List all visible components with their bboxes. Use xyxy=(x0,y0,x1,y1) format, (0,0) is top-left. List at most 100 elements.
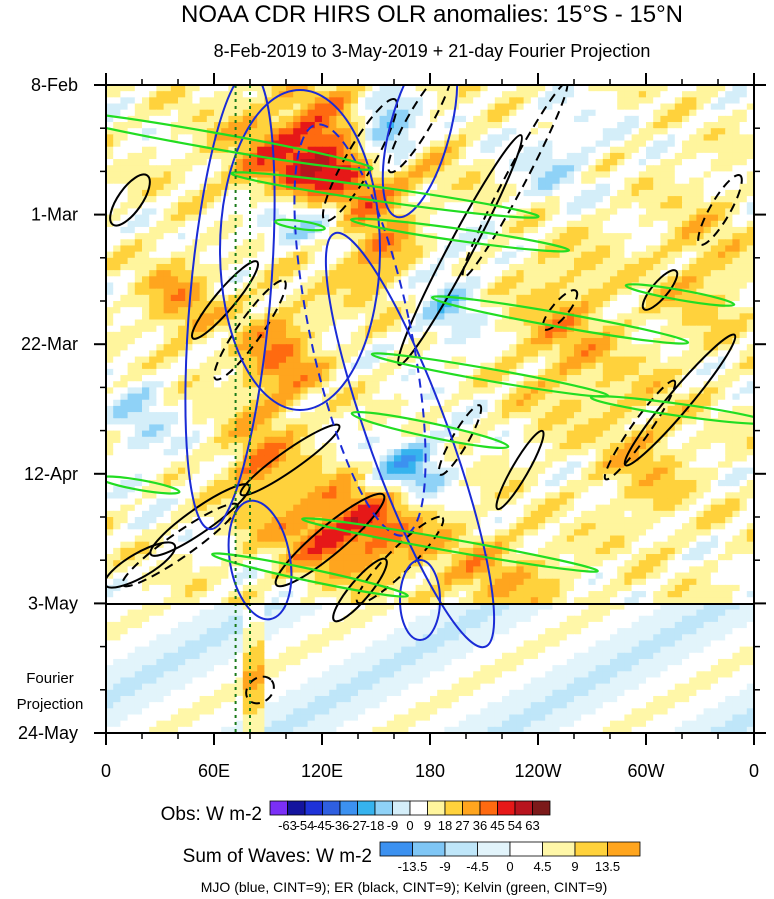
anomaly-cell xyxy=(343,319,352,327)
anomaly-cell xyxy=(185,202,193,210)
anomaly-cell xyxy=(581,140,589,148)
anomaly-cell xyxy=(509,146,517,154)
anomaly-cell xyxy=(487,270,496,277)
anomaly-cell xyxy=(494,344,503,351)
anomaly-cell xyxy=(595,189,604,197)
anomaly-cell xyxy=(617,214,625,222)
anomaly-cell xyxy=(689,202,697,210)
anomaly-cell xyxy=(523,338,532,345)
anomaly-cell xyxy=(718,128,726,135)
anomaly-cell xyxy=(430,344,438,351)
anomaly-cell xyxy=(437,344,445,351)
anomaly-cell xyxy=(538,189,546,197)
anomaly-cell xyxy=(300,165,309,172)
anomaly-cell xyxy=(430,239,438,247)
anomaly-cell xyxy=(293,189,301,197)
anomaly-cell xyxy=(120,263,129,271)
anomaly-cell xyxy=(422,350,431,358)
anomaly-cell xyxy=(314,375,323,382)
anomaly-cell xyxy=(314,122,323,129)
anomaly-cell xyxy=(653,103,661,111)
anomaly-cell xyxy=(437,140,445,148)
anomaly-cell xyxy=(192,405,201,413)
anomaly-cell xyxy=(242,276,251,284)
anomaly-cell xyxy=(653,368,661,376)
anomaly-cell xyxy=(134,319,143,327)
anomaly-cell xyxy=(631,418,640,426)
anomaly-cell xyxy=(574,412,582,419)
anomaly-cell xyxy=(156,189,165,197)
anomaly-cell xyxy=(401,146,409,154)
anomaly-cell xyxy=(703,103,712,111)
anomaly-cell xyxy=(307,202,316,210)
anomaly-cell xyxy=(638,202,647,210)
anomaly-cell xyxy=(178,331,186,339)
anomaly-cell xyxy=(206,140,215,148)
anomaly-cell xyxy=(358,270,366,277)
anomaly-cell xyxy=(415,375,424,382)
anomaly-cell xyxy=(401,307,409,314)
anomaly-cell xyxy=(430,325,438,333)
anomaly-cell xyxy=(192,226,201,234)
anomaly-cell xyxy=(329,276,337,284)
anomaly-cell xyxy=(581,282,589,290)
anomaly-cell xyxy=(689,97,697,105)
anomaly-cell xyxy=(278,183,287,191)
anomaly-cell xyxy=(221,177,229,185)
anomaly-cell xyxy=(178,393,186,401)
anomaly-cell xyxy=(185,128,193,135)
anomaly-cell xyxy=(170,276,179,284)
anomaly-cell xyxy=(422,196,431,203)
anomaly-cell xyxy=(473,412,481,419)
anomaly-cell xyxy=(358,387,366,395)
anomaly-cell xyxy=(199,270,208,277)
anomaly-cell xyxy=(170,115,179,123)
anomaly-cell xyxy=(602,418,611,426)
anomaly-cell xyxy=(574,301,582,308)
anomaly-cell xyxy=(682,103,690,111)
anomaly-cell xyxy=(674,325,683,333)
anomaly-cell xyxy=(710,257,719,265)
anomaly-cell xyxy=(480,257,489,265)
anomaly-cell xyxy=(314,103,323,111)
anomaly-cell xyxy=(192,202,201,210)
anomaly-cell xyxy=(120,412,129,419)
anomaly-cell xyxy=(264,159,273,166)
anomaly-cell xyxy=(314,270,323,277)
anomaly-cell xyxy=(365,313,373,321)
anomaly-cell xyxy=(710,307,719,314)
anomaly-cell xyxy=(696,257,705,265)
anomaly-cell xyxy=(286,245,294,253)
anomaly-cell xyxy=(538,146,546,154)
anomaly-cell xyxy=(257,171,265,179)
anomaly-cell xyxy=(545,146,553,154)
anomaly-cell xyxy=(185,393,193,401)
anomaly-cell xyxy=(502,288,510,296)
anomaly-cell xyxy=(113,270,121,277)
anomaly-cell xyxy=(624,418,633,426)
anomaly-cell xyxy=(307,103,316,111)
anomaly-cell xyxy=(422,202,431,210)
anomaly-cell xyxy=(170,270,179,277)
anomaly-cell xyxy=(710,319,719,327)
anomaly-cell xyxy=(372,393,381,401)
anomaly-cell xyxy=(473,251,481,259)
anomaly-cell xyxy=(329,375,337,382)
anomaly-cell xyxy=(502,159,510,166)
anomaly-cell xyxy=(178,282,186,290)
anomaly-cell xyxy=(307,177,316,185)
anomaly-cell xyxy=(250,276,258,284)
anomaly-cell xyxy=(322,134,330,142)
anomaly-cell xyxy=(343,245,352,253)
anomaly-cell xyxy=(566,344,575,351)
anomaly-cell xyxy=(710,177,719,185)
anomaly-cell xyxy=(559,251,568,259)
anomaly-cell xyxy=(372,338,381,345)
anomaly-cell xyxy=(552,344,561,351)
anomaly-cell xyxy=(674,362,683,370)
anomaly-cell xyxy=(278,399,287,407)
anomaly-cell xyxy=(322,319,330,327)
anomaly-cell xyxy=(134,233,143,240)
anomaly-cell xyxy=(401,91,409,98)
anomaly-cell xyxy=(466,165,474,172)
